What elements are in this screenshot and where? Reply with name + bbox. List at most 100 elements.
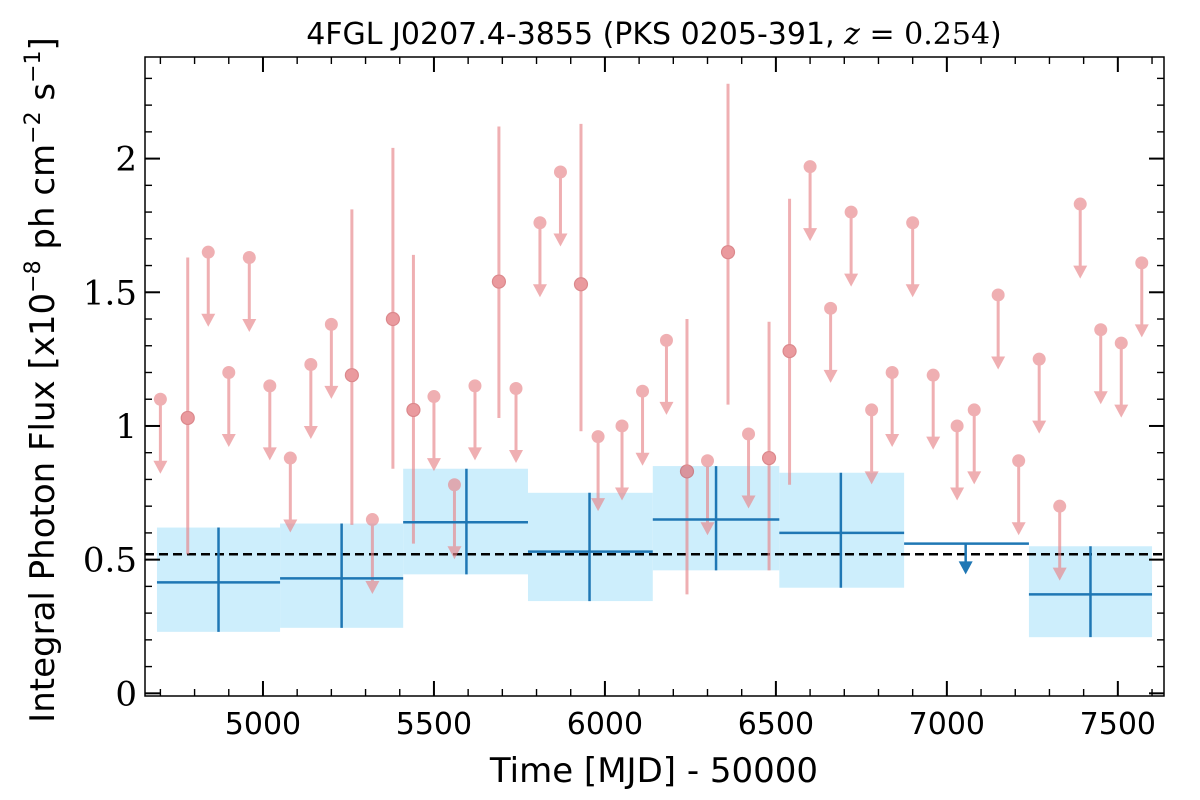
short-upper-limit-arrow-21	[803, 228, 818, 242]
short-detection-9	[782, 198, 797, 485]
chart-title: 4FGL J0207.4-3855 (PKS 0205-391, z = 0.2…	[306, 17, 1002, 52]
short-upper-limit-arrow-32	[1032, 420, 1047, 434]
short-upper-limit-12	[509, 382, 524, 464]
short-upper-limit-arrow-4	[262, 447, 277, 461]
short-upper-limit-arrow-29	[967, 471, 982, 485]
x-axis-label: Time [MJD] - 50000	[489, 751, 818, 791]
short-upper-limit-point-33	[1053, 499, 1067, 513]
short-upper-limit-28	[950, 419, 965, 501]
short-upper-limit-arrow-16	[615, 487, 630, 501]
short-upper-limit-point-23	[844, 205, 858, 219]
short-upper-limit-point-19	[701, 454, 715, 468]
short-upper-limit-arrow-37	[1134, 324, 1149, 338]
short-upper-limit-point-28	[950, 419, 964, 433]
short-upper-limit-17	[635, 384, 650, 466]
short-upper-limit-arrow-24	[864, 471, 879, 485]
short-upper-limit-point-16	[615, 419, 629, 433]
short-upper-limit-point-12	[509, 382, 523, 396]
short-upper-limit-arrow-5	[283, 519, 298, 533]
short-upper-limit-arrow-13	[532, 284, 547, 298]
short-upper-limit-arrow-0	[153, 460, 168, 474]
short-upper-limit-37	[1134, 256, 1149, 338]
x-tick-label-5: 7500	[1080, 707, 1156, 742]
short-upper-limit-arrow-3	[242, 319, 257, 333]
plot-layer	[145, 83, 1164, 638]
short-detection-3	[406, 254, 421, 544]
short-upper-limit-point-30	[991, 288, 1005, 302]
x-tick-label-4: 7000	[909, 707, 985, 742]
short-upper-limit-point-13	[533, 216, 547, 230]
y-tick-label-2: 1	[115, 407, 137, 447]
short-upper-limit-arrow-9	[426, 458, 441, 472]
short-upper-limit-arrow-12	[509, 450, 524, 464]
short-upper-limit-point-27	[926, 368, 940, 382]
short-upper-limit-point-4	[263, 379, 277, 393]
short-upper-limit-34	[1073, 197, 1088, 279]
short-upper-limit-1	[201, 245, 216, 327]
short-upper-limit-point-3	[242, 251, 256, 265]
short-upper-limit-point-5	[283, 451, 297, 465]
short-upper-limit-arrow-7	[324, 385, 339, 399]
short-upper-limit-20	[741, 427, 756, 509]
short-upper-limit-arrow-27	[926, 436, 941, 450]
y-tick-label-3: 1.5	[83, 273, 137, 313]
short-upper-limit-25	[885, 365, 900, 448]
x-tick-label-0: 5000	[225, 707, 301, 742]
short-upper-limit-22	[823, 301, 838, 383]
short-detection-point-3	[406, 402, 421, 418]
short-upper-limit-16	[615, 419, 630, 501]
long-bin-upper-arrow-6	[958, 561, 973, 575]
short-upper-limit-arrow-26	[905, 284, 920, 298]
short-detection-point-1	[344, 368, 359, 383]
short-upper-limit-9	[426, 390, 441, 472]
short-upper-limit-point-10	[447, 478, 461, 492]
short-upper-limit-point-17	[636, 384, 650, 398]
short-upper-limit-arrow-6	[303, 425, 318, 439]
axes-frame	[144, 56, 1165, 697]
short-detection-8	[761, 321, 777, 571]
short-upper-limit-arrow-22	[823, 369, 838, 383]
short-upper-limit-arrow-34	[1073, 265, 1088, 279]
x-tick-label-1: 5500	[396, 707, 472, 742]
short-upper-limit-point-7	[324, 317, 338, 331]
short-upper-limit-point-24	[865, 403, 879, 417]
short-upper-limit-8	[365, 513, 380, 595]
short-upper-limit-18	[659, 333, 674, 415]
short-upper-limit-arrow-18	[659, 401, 674, 415]
short-upper-limit-15	[591, 430, 606, 512]
short-detection-point-6	[679, 464, 695, 479]
short-upper-limit-33	[1052, 499, 1067, 581]
short-upper-limit-13	[532, 216, 547, 298]
y-tick-label-4: 2	[115, 140, 137, 180]
short-upper-limit-point-37	[1135, 256, 1149, 270]
short-upper-limit-arrow-19	[700, 522, 715, 536]
short-upper-limit-35	[1093, 323, 1108, 405]
short-upper-limit-arrow-2	[221, 434, 236, 448]
short-upper-limit-27	[926, 368, 941, 450]
short-upper-limit-32	[1032, 352, 1047, 434]
short-upper-limit-0	[153, 392, 168, 474]
short-upper-limit-point-18	[659, 333, 673, 347]
short-upper-limit-point-25	[885, 365, 899, 379]
short-upper-limit-point-31	[1012, 454, 1026, 468]
short-detection-point-4	[491, 274, 507, 289]
x-tick-label-3: 6500	[738, 707, 814, 742]
short-upper-limit-arrow-1	[201, 313, 216, 327]
short-detection-4	[491, 126, 507, 418]
short-upper-limit-arrow-15	[591, 498, 606, 512]
short-upper-limit-point-29	[967, 403, 981, 417]
short-upper-limit-point-21	[803, 160, 817, 174]
short-upper-limit-31	[1011, 454, 1026, 536]
short-upper-limit-5	[283, 451, 298, 533]
short-upper-limit-arrow-20	[741, 495, 756, 509]
y-tick-label-0: 0	[115, 674, 137, 714]
axes-layer: 5000 5500 6000 6500 7000 7500 0 0.5 1 1.5 2	[83, 56, 1165, 742]
short-detection-point-5	[573, 277, 589, 292]
short-upper-limit-19	[700, 454, 715, 536]
short-upper-limit-14	[553, 165, 568, 247]
short-upper-limit-point-9	[427, 390, 441, 404]
short-detection-5	[573, 123, 589, 432]
short-detection-2	[385, 147, 401, 469]
short-upper-limit-arrow-30	[991, 356, 1006, 370]
short-detection-point-2	[385, 311, 401, 327]
